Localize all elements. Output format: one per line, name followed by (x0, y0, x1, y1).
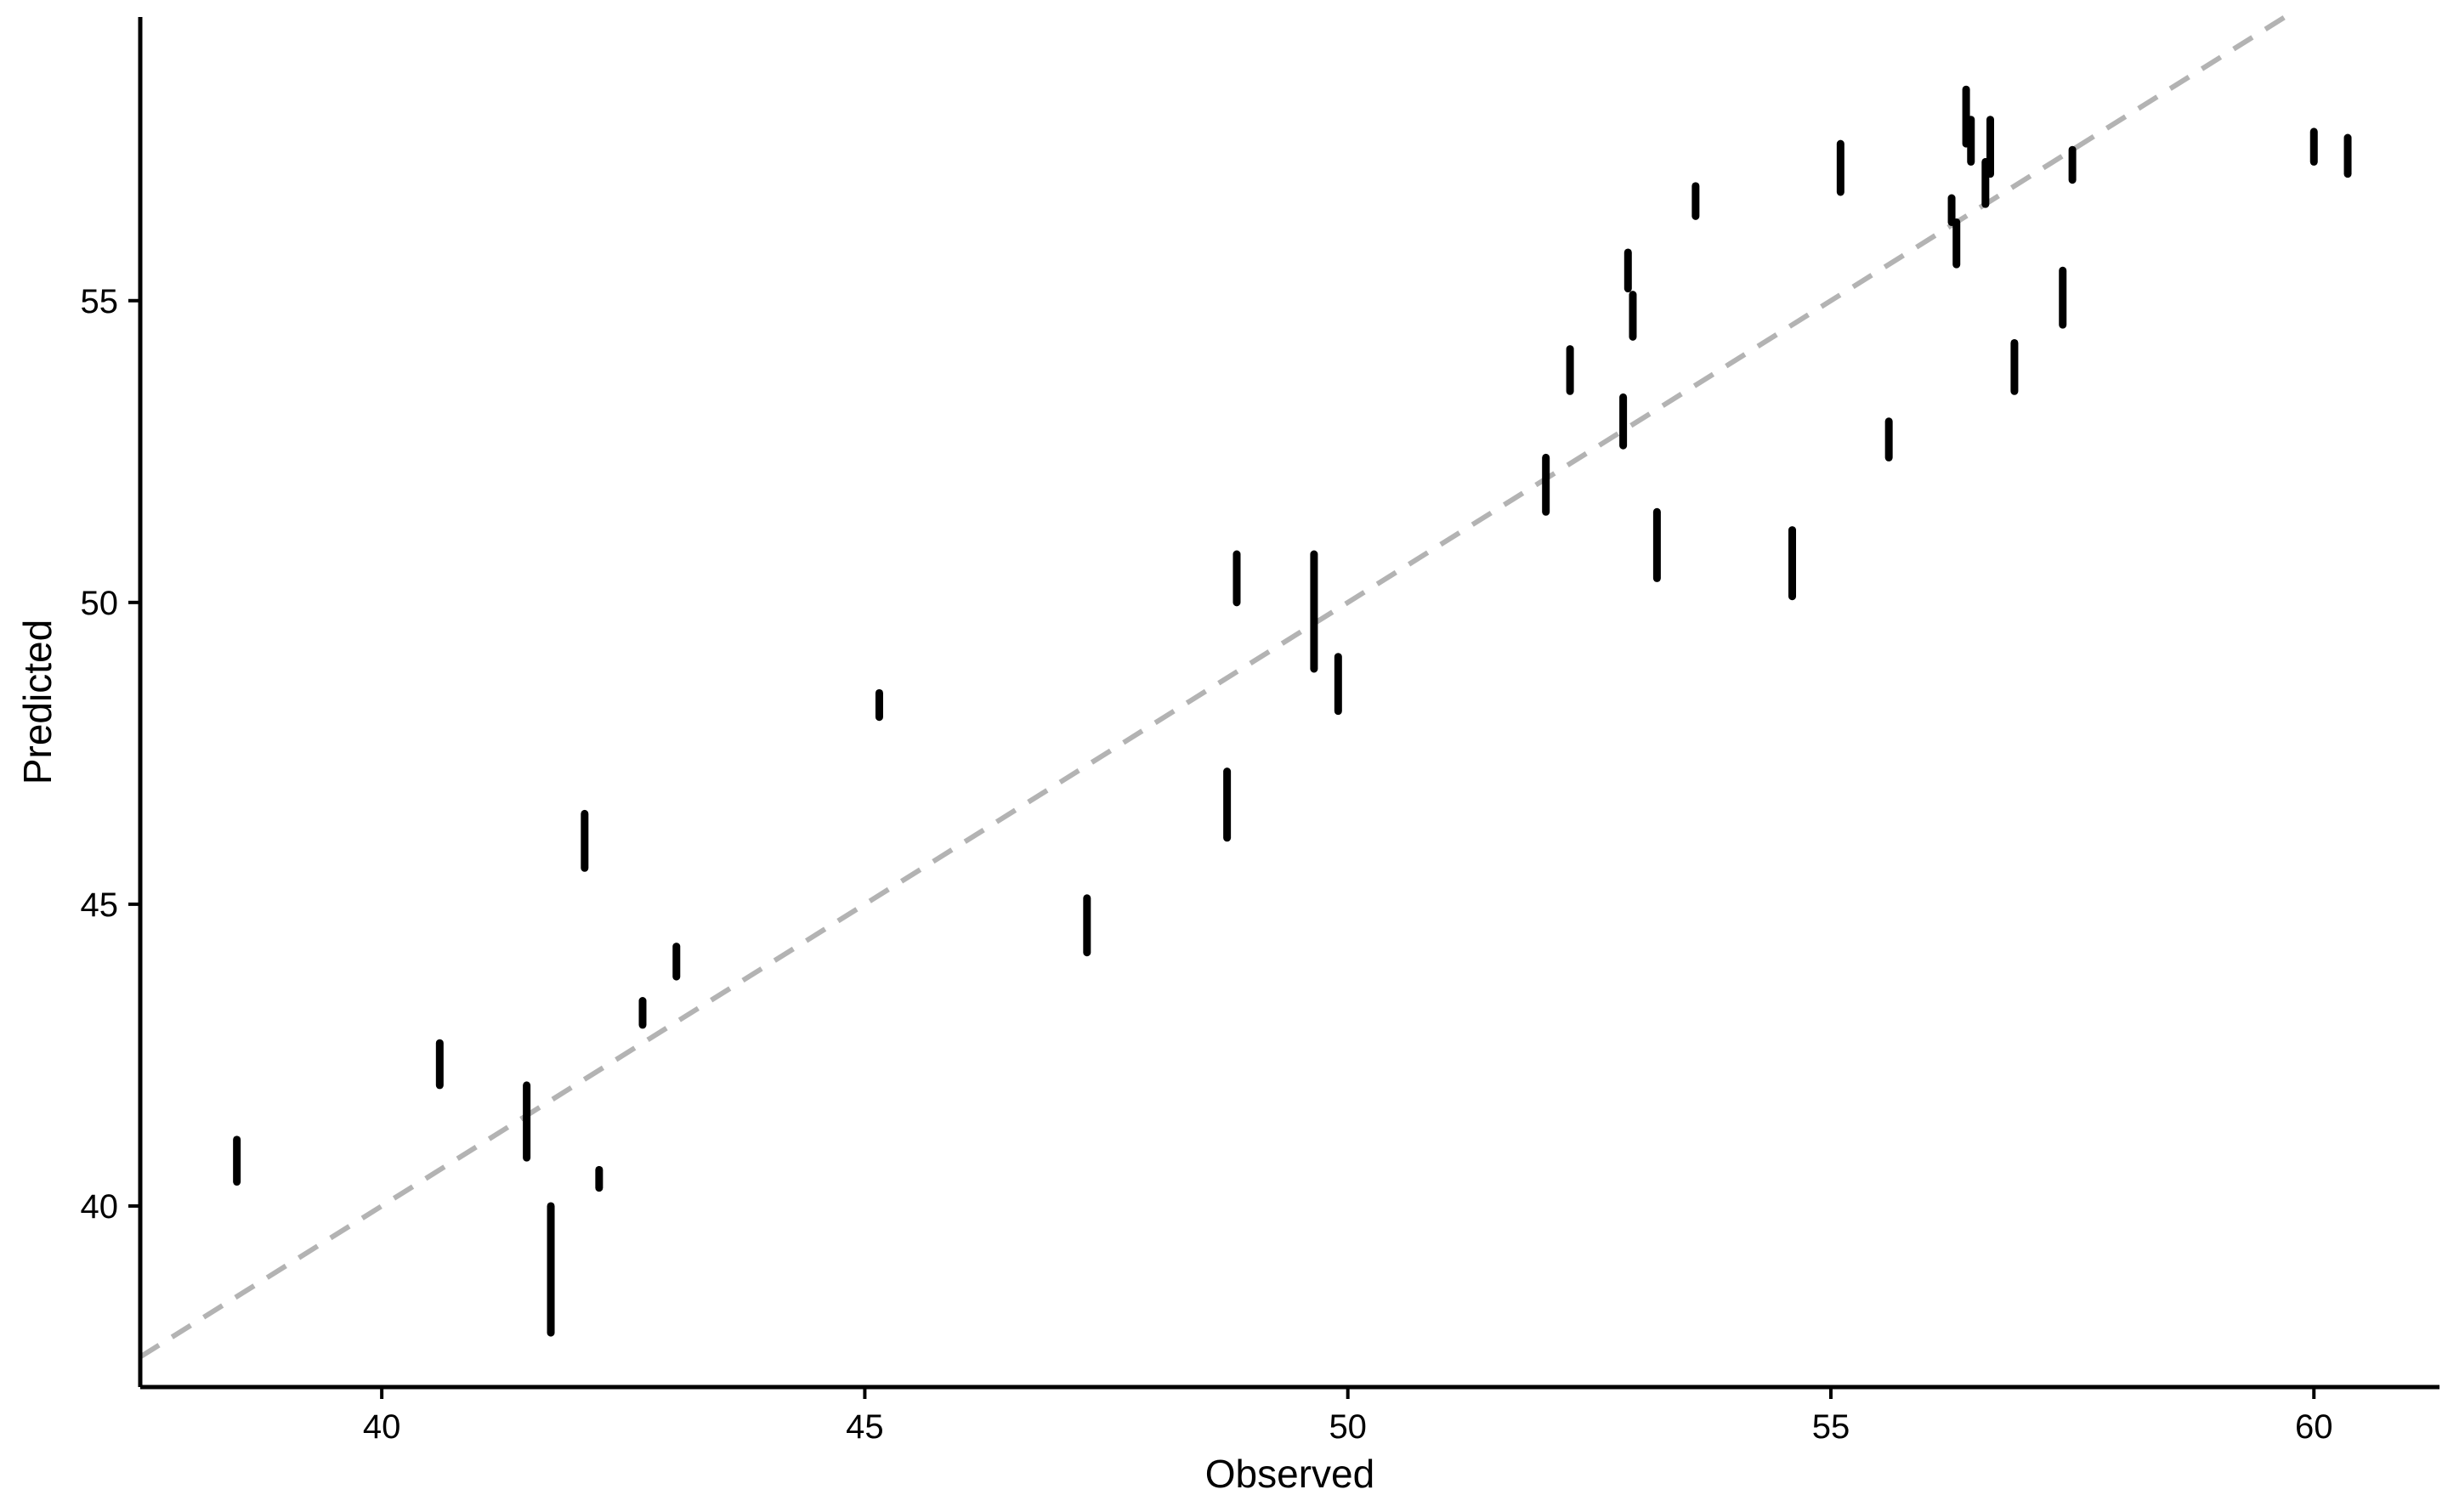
y-tick-label: 45 (81, 886, 119, 924)
reference-line-layer (139, 14, 2286, 1360)
y-tick-label: 40 (81, 1188, 119, 1226)
x-tick-label: 45 (846, 1408, 884, 1446)
x-axis-ticks: 40 45 50 55 60 (363, 1387, 2333, 1446)
x-tick-label: 60 (2295, 1408, 2333, 1446)
y-axis-title: Predicted (15, 620, 60, 784)
x-tick-label: 55 (1812, 1408, 1850, 1446)
y-axis-ticks: 40 45 50 55 (81, 283, 140, 1226)
x-tick-label: 50 (1329, 1408, 1367, 1446)
y-tick-label: 55 (81, 283, 119, 320)
data-marks (233, 85, 2352, 1337)
x-axis-title: Observed (1205, 1452, 1374, 1496)
identity-reference-line (139, 14, 2286, 1360)
y-tick-label: 50 (81, 585, 119, 622)
x-tick-label: 40 (363, 1408, 401, 1446)
